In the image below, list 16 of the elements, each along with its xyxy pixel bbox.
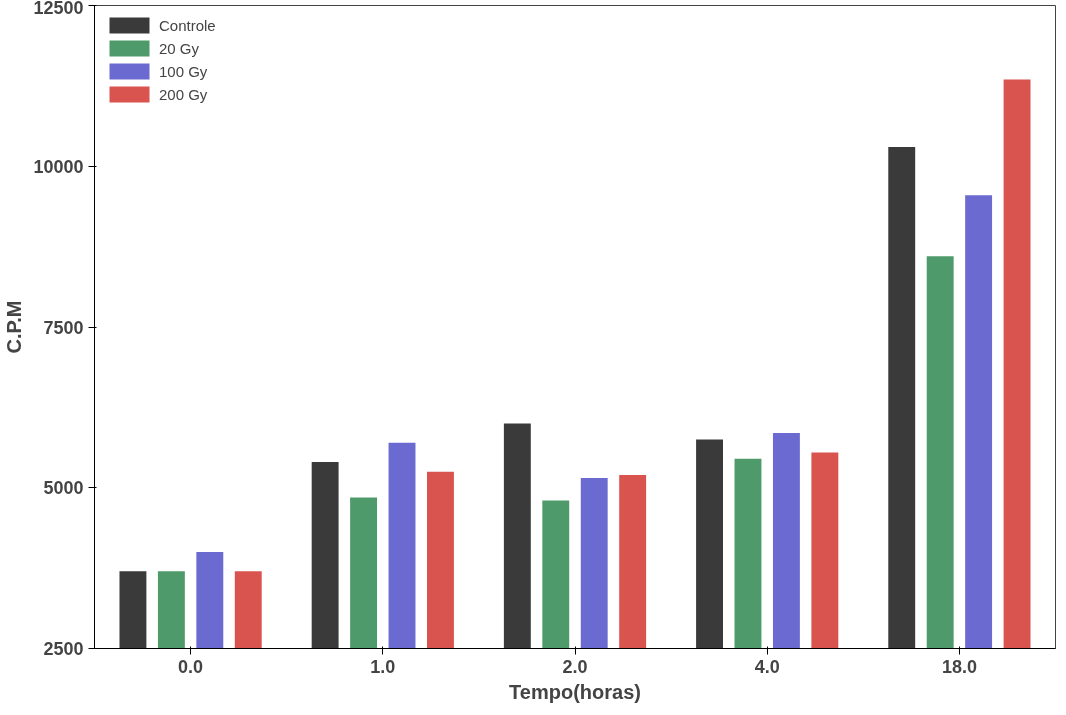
y-tick-label: 12500 <box>33 0 84 18</box>
legend-label: 100 Gy <box>159 62 208 80</box>
legend-label: 200 Gy <box>159 85 208 103</box>
y-tick-label: 10000 <box>33 156 84 177</box>
x-tick-label: 4.0 <box>754 656 780 677</box>
x-tick-label: 1.0 <box>370 656 396 677</box>
x-tick-label: 18.0 <box>941 656 977 677</box>
legend-label: Controle <box>159 16 216 34</box>
y-axis-title: C.P.M <box>3 300 26 354</box>
y-tick-label: 7500 <box>43 317 84 338</box>
x-tick-label: 0.0 <box>178 656 204 677</box>
y-tick-label: 5000 <box>43 478 84 499</box>
y-tick-label: 2500 <box>43 639 84 659</box>
legend-label: 20 Gy <box>159 39 200 57</box>
x-tick-label: 2.0 <box>562 656 588 677</box>
x-axis-title: Tempo(horas) <box>509 680 641 703</box>
